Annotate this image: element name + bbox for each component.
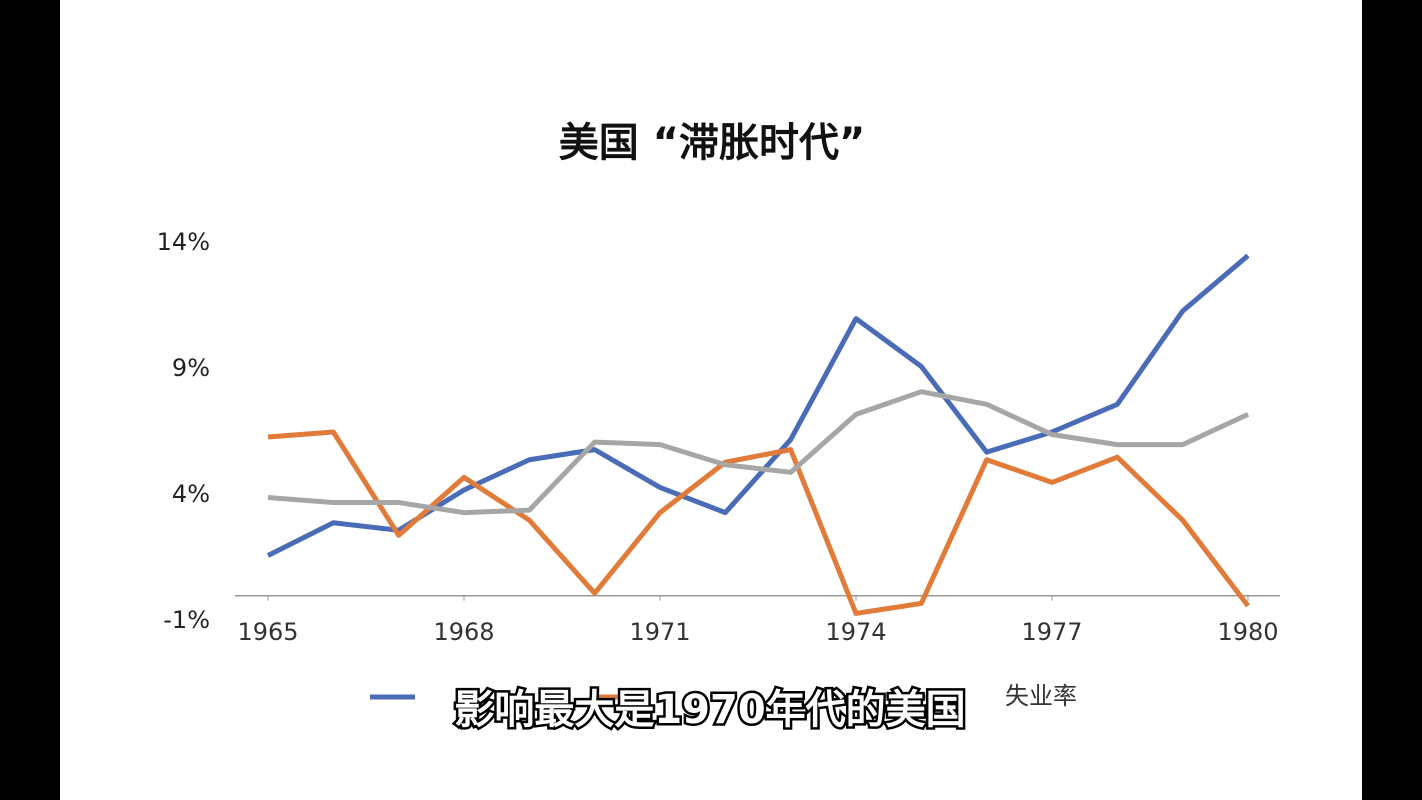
x-tick-label: 1980 [1217,618,1278,646]
frame [60,0,1362,800]
series-line [267,389,1250,516]
chart-title: 美国 “滞胀时代” [559,120,866,166]
y-tick-label: 9% [172,354,210,382]
y-tick-label: -1% [163,606,210,634]
caption: 影响最大是1970年代的美国 [454,687,965,733]
x-tick-label: 1971 [629,618,690,646]
x-tick-label: 1977 [1021,618,1082,646]
x-tick-label: 1974 [825,618,886,646]
x-tick-label: 1965 [237,618,298,646]
legend-label: 失业率 [1005,682,1077,710]
x-tick-label: 1968 [433,618,494,646]
y-tick-label: 14% [157,228,210,256]
y-tick-label: 4% [172,480,210,508]
